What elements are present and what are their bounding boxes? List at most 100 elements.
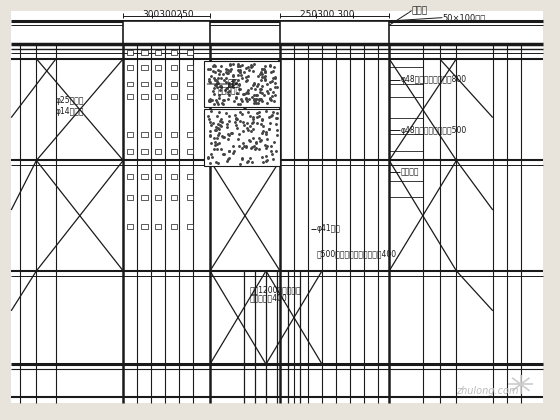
Point — [207, 73, 216, 80]
Point — [206, 66, 214, 73]
Point — [204, 97, 213, 104]
Bar — [141, 50, 148, 55]
Point — [265, 62, 274, 69]
Point — [251, 144, 260, 151]
Point — [228, 73, 237, 79]
Point — [216, 63, 225, 70]
Point — [211, 158, 220, 165]
Text: φ14脆山樱: φ14脆山樱 — [56, 107, 85, 116]
Point — [236, 71, 245, 78]
Point — [222, 85, 231, 92]
Point — [216, 123, 225, 129]
Point — [230, 97, 239, 104]
Point — [237, 61, 246, 68]
Point — [265, 120, 274, 127]
Point — [220, 134, 228, 141]
Point — [253, 110, 262, 116]
Bar — [187, 81, 194, 86]
Point — [231, 122, 240, 129]
Point — [222, 110, 231, 117]
Point — [255, 134, 264, 141]
Point — [219, 97, 228, 103]
Point — [219, 151, 228, 158]
Point — [264, 125, 273, 132]
Point — [262, 130, 270, 137]
Point — [268, 75, 277, 81]
Point — [215, 86, 224, 93]
Point — [224, 155, 233, 161]
Point — [248, 158, 256, 165]
Point — [234, 80, 243, 87]
Point — [243, 120, 252, 126]
Point — [261, 76, 270, 83]
Bar — [127, 50, 133, 55]
Point — [236, 69, 245, 76]
Point — [265, 94, 274, 101]
Point — [229, 71, 238, 78]
Bar — [170, 224, 176, 229]
Point — [224, 136, 233, 143]
Point — [223, 70, 232, 76]
Point — [249, 134, 258, 141]
Bar — [141, 195, 148, 200]
Text: 七夹板: 七夹板 — [412, 6, 428, 15]
Point — [211, 127, 220, 134]
Point — [211, 139, 220, 146]
Point — [208, 153, 217, 160]
Bar — [155, 50, 161, 55]
Point — [248, 116, 257, 123]
Point — [264, 89, 273, 96]
Point — [231, 112, 240, 118]
Point — [242, 90, 251, 97]
Bar — [204, 109, 280, 166]
Point — [236, 108, 245, 115]
Point — [206, 139, 215, 146]
Point — [239, 118, 248, 125]
Bar — [187, 174, 194, 179]
Point — [254, 113, 263, 120]
Point — [216, 118, 225, 124]
Point — [221, 79, 230, 86]
Point — [205, 97, 214, 103]
Point — [217, 133, 226, 139]
Point — [236, 63, 245, 69]
Point — [225, 132, 234, 139]
Point — [228, 84, 237, 91]
Point — [245, 67, 254, 74]
Text: 50×100木树: 50×100木树 — [442, 13, 486, 22]
Point — [246, 137, 255, 144]
Point — [236, 67, 245, 74]
Bar — [170, 81, 176, 86]
Point — [207, 97, 216, 103]
Point — [246, 62, 255, 68]
Point — [258, 66, 267, 73]
Point — [240, 121, 249, 128]
Point — [217, 74, 226, 81]
Point — [203, 155, 212, 162]
Text: φ48管头，间距不大于500: φ48管头，间距不大于500 — [400, 126, 466, 135]
Bar — [155, 195, 161, 200]
Point — [214, 95, 223, 102]
Point — [211, 82, 220, 89]
Bar — [127, 224, 133, 229]
Point — [243, 125, 252, 131]
Point — [229, 150, 238, 157]
Point — [235, 101, 244, 108]
Point — [265, 86, 274, 92]
Point — [211, 77, 220, 84]
Point — [206, 131, 214, 138]
Point — [262, 152, 270, 159]
Point — [228, 129, 237, 136]
Point — [244, 96, 253, 103]
Point — [233, 62, 242, 69]
Point — [254, 146, 263, 153]
Point — [211, 77, 220, 84]
Point — [223, 84, 232, 91]
Point — [225, 81, 234, 88]
Point — [242, 159, 251, 165]
Point — [262, 129, 270, 136]
Point — [268, 93, 277, 100]
Point — [213, 125, 222, 132]
Text: φ48钉筋，间距不大于800: φ48钉筋，间距不大于800 — [400, 75, 466, 84]
Point — [226, 68, 235, 75]
